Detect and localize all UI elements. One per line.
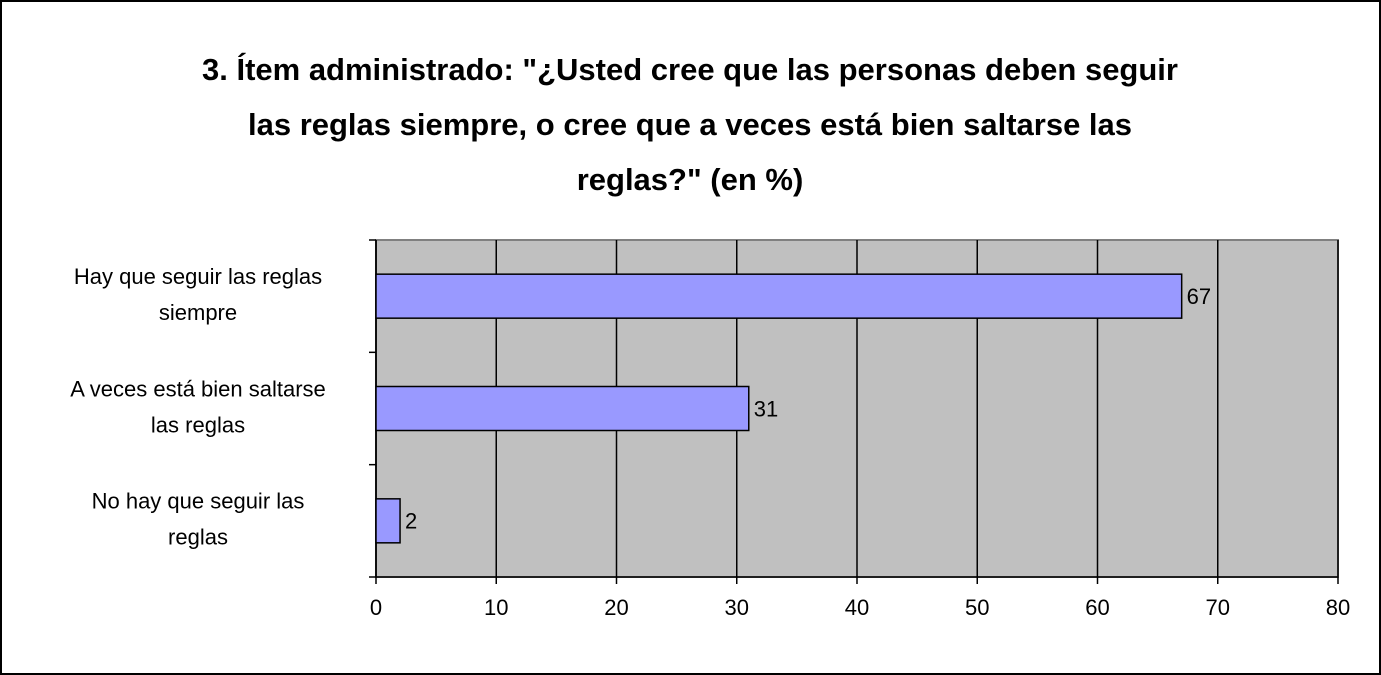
x-tick-label: 70	[1206, 595, 1230, 620]
chart-title: reglas?" (en %)	[577, 162, 804, 197]
chart-title: 3. Ítem administrado: "¿Usted cree que l…	[202, 52, 1178, 87]
data-label: 31	[754, 396, 778, 421]
bar	[375, 273, 1183, 319]
y-tick-label: Hay que seguir las reglas	[74, 264, 322, 289]
x-tick-label: 80	[1326, 595, 1350, 620]
x-tick-label: 40	[845, 595, 869, 620]
chart-title: las reglas siempre, o cree que a veces e…	[248, 107, 1132, 142]
data-label: 67	[1187, 284, 1211, 309]
x-tick-label: 10	[484, 595, 508, 620]
x-tick-label: 30	[725, 595, 749, 620]
data-label: 2	[405, 509, 417, 534]
y-tick-label: siempre	[159, 300, 237, 325]
bar	[375, 498, 401, 544]
x-tick-label: 60	[1085, 595, 1109, 620]
y-tick-label: reglas	[168, 525, 228, 550]
y-tick-label: A veces está bien saltarse	[70, 376, 326, 401]
x-tick-label: 50	[965, 595, 989, 620]
y-tick-label: las reglas	[151, 412, 245, 437]
y-tick-label: No hay que seguir las	[92, 489, 305, 514]
x-tick-label: 0	[370, 595, 382, 620]
bar	[375, 385, 750, 432]
x-tick-label: 20	[604, 595, 628, 620]
